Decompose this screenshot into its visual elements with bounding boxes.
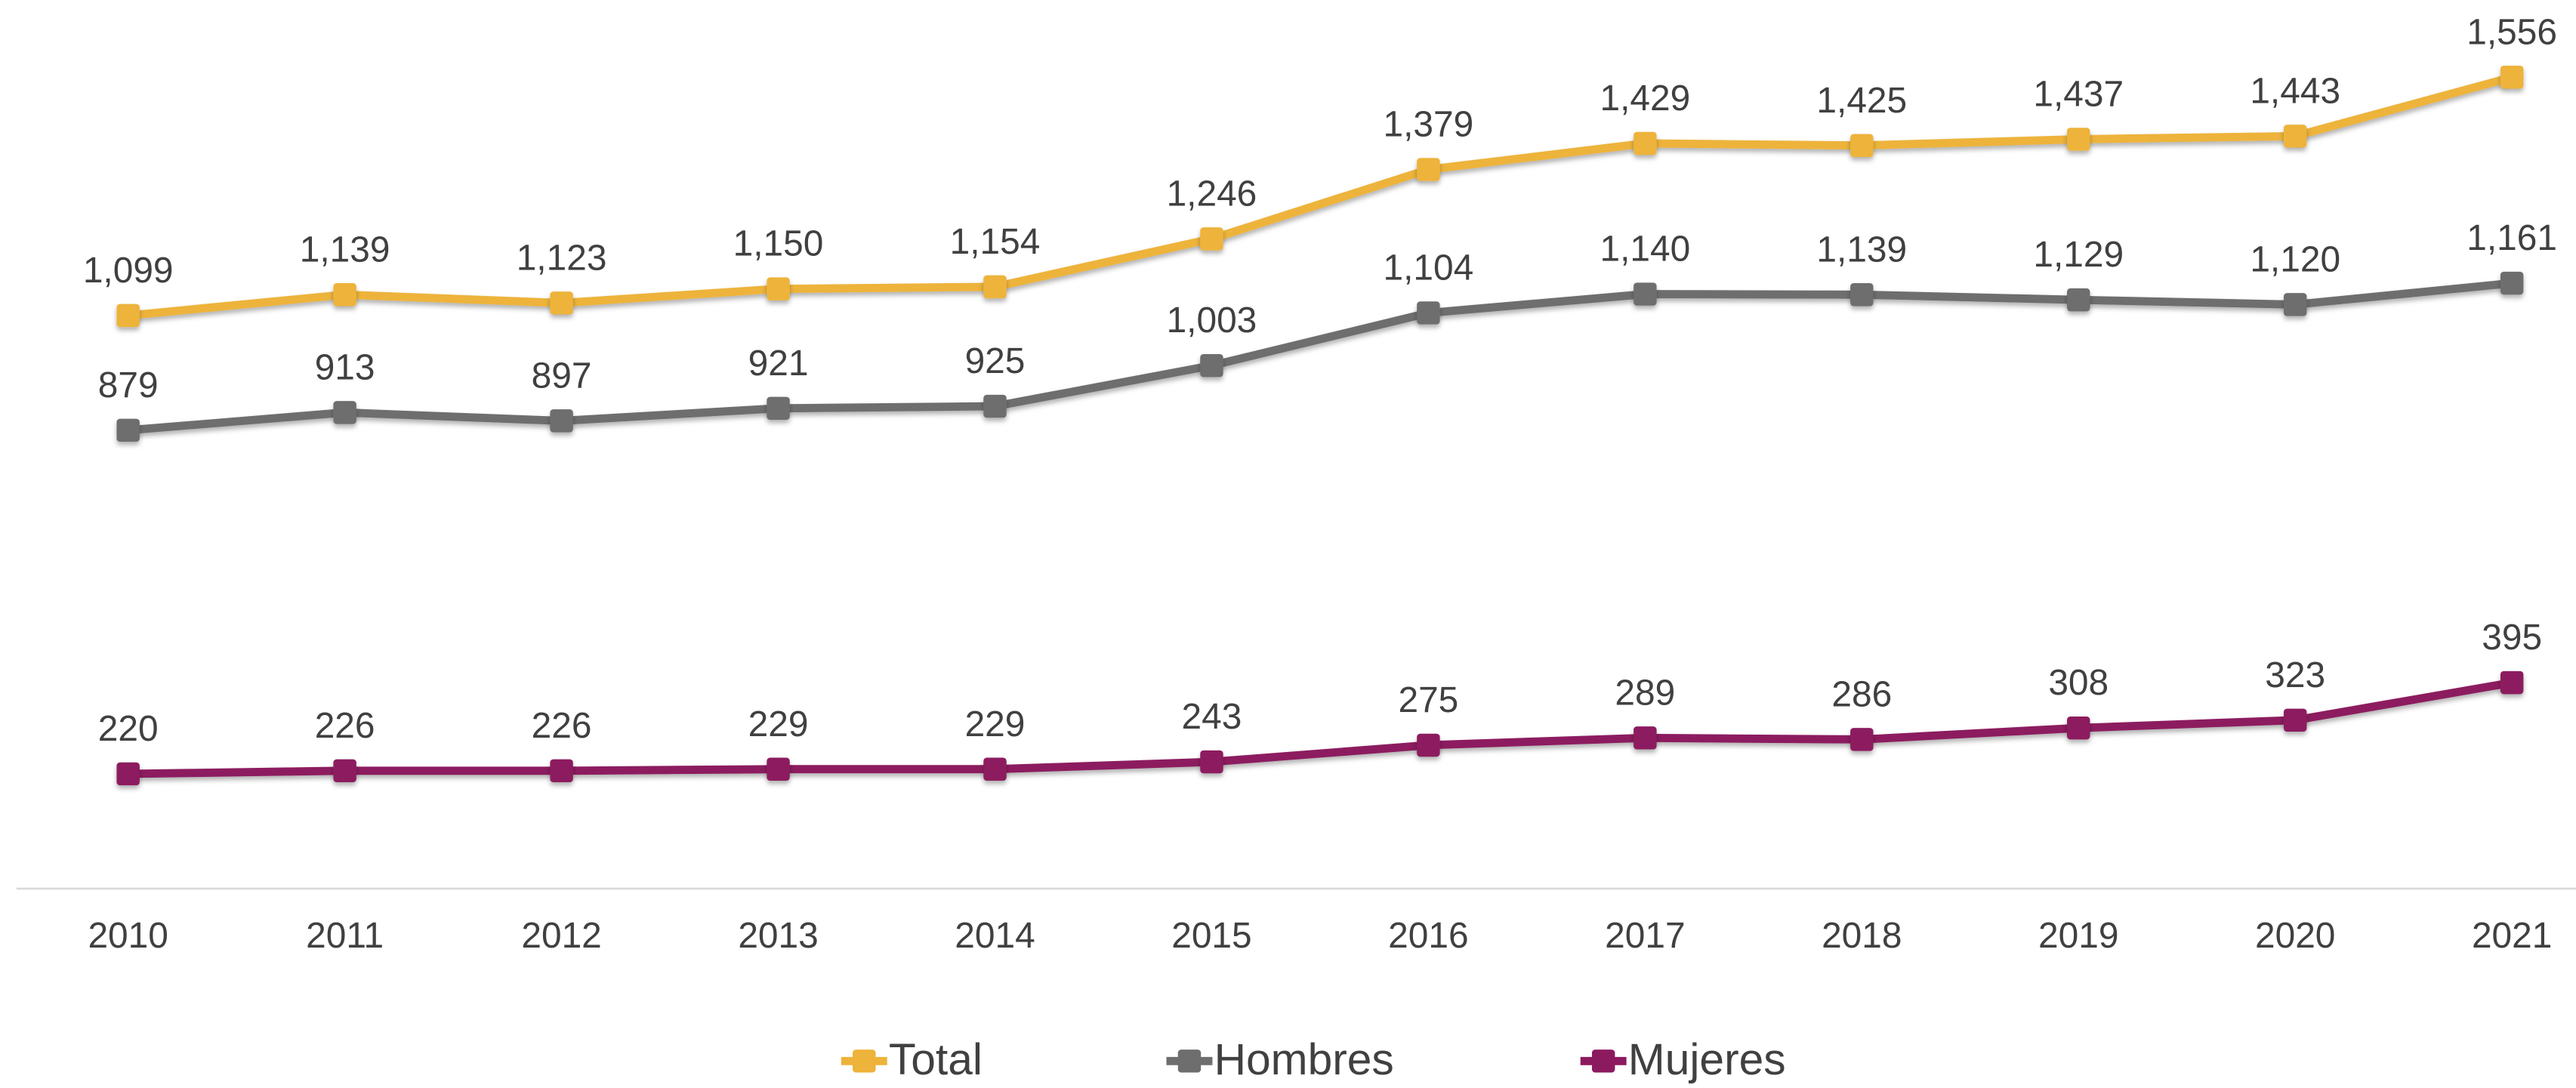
- data-label: 220: [98, 709, 159, 749]
- data-label: 1,246: [1167, 174, 1257, 214]
- point-marker: [767, 757, 790, 781]
- point-marker: [1850, 728, 1874, 751]
- point-marker: [1200, 353, 1223, 378]
- x-tick-label: 2012: [521, 916, 601, 956]
- data-label: 1,129: [2033, 235, 2124, 275]
- point-marker: [2067, 128, 2090, 151]
- point-marker: [1200, 227, 1223, 251]
- point-marker: [1634, 726, 1657, 750]
- data-label: 308: [2048, 663, 2109, 703]
- data-label: 1,150: [733, 224, 824, 264]
- legend-item: Total: [841, 1035, 983, 1084]
- data-label: 1,139: [300, 230, 390, 270]
- point-marker: [767, 396, 790, 421]
- data-label: 289: [1615, 673, 1675, 713]
- legend-item: Mujeres: [1580, 1035, 1786, 1084]
- data-label: 921: [748, 344, 809, 384]
- data-label: 1,429: [1600, 79, 1690, 119]
- point-marker: [983, 757, 1007, 781]
- data-label: 1,437: [2033, 75, 2124, 115]
- legend-label: Mujeres: [1628, 1035, 1786, 1084]
- point-marker: [2500, 271, 2524, 295]
- data-label: 226: [532, 706, 592, 746]
- point-marker: [1850, 134, 1874, 157]
- data-label: 226: [315, 706, 375, 746]
- point-marker: [1200, 750, 1223, 774]
- legend-item: Hombres: [1166, 1035, 1394, 1084]
- x-tick-label: 2016: [1388, 916, 1468, 956]
- data-label: 1,556: [2466, 12, 2557, 52]
- x-tick-label: 2019: [2038, 916, 2118, 956]
- x-tick-label: 2010: [88, 916, 168, 956]
- x-tick-label: 2011: [306, 916, 384, 956]
- point-marker: [550, 291, 573, 315]
- x-tick-label: 2017: [1605, 916, 1685, 956]
- point-marker: [2283, 708, 2307, 732]
- x-tick-label: 2013: [738, 916, 818, 956]
- point-marker: [1634, 282, 1657, 306]
- point-marker: [767, 277, 790, 301]
- data-label: 913: [315, 347, 375, 387]
- data-label: 1,139: [1816, 230, 1907, 270]
- point-marker: [116, 304, 140, 328]
- data-label: 323: [2265, 655, 2325, 695]
- data-label: 1,443: [2250, 71, 2340, 111]
- data-label: 1,123: [517, 238, 607, 278]
- data-label: 1,379: [1384, 105, 1474, 145]
- x-tick-label: 2020: [2255, 916, 2335, 956]
- series-line: [128, 678, 2513, 778]
- data-label: 1,161: [2466, 218, 2557, 258]
- point-marker: [2067, 288, 2090, 312]
- point-marker: [1634, 131, 1657, 156]
- data-label: 286: [1831, 674, 1892, 714]
- data-label: 1,425: [1816, 81, 1907, 121]
- data-label: 1,003: [1167, 301, 1257, 341]
- point-marker: [116, 418, 140, 442]
- point-marker: [116, 762, 140, 786]
- legend-marker: [853, 1049, 876, 1073]
- data-label: 1,154: [950, 222, 1041, 262]
- x-tick-label: 2021: [2472, 916, 2552, 956]
- point-marker: [2500, 670, 2524, 695]
- x-tick-label: 2018: [1822, 916, 1902, 956]
- data-label: 229: [748, 704, 809, 744]
- x-tick-label: 2015: [1171, 916, 1251, 956]
- data-label: 1,140: [1600, 230, 1690, 270]
- x-tick-label: 2014: [955, 916, 1035, 956]
- series-line: [128, 279, 2513, 435]
- legend-label: Total: [889, 1035, 983, 1084]
- data-label: 229: [965, 704, 1026, 744]
- data-label: 897: [532, 356, 592, 396]
- point-marker: [550, 409, 573, 433]
- point-marker: [333, 283, 356, 307]
- legend-label: Hombres: [1214, 1035, 1394, 1084]
- point-marker: [2500, 66, 2524, 89]
- point-marker: [2067, 716, 2090, 740]
- point-marker: [983, 394, 1007, 418]
- legend-marker: [1177, 1049, 1202, 1073]
- point-marker: [983, 275, 1007, 299]
- point-marker: [333, 401, 356, 424]
- legend-marker: [1591, 1049, 1615, 1073]
- data-label: 1,120: [2250, 239, 2340, 279]
- point-marker: [2283, 125, 2307, 148]
- point-marker: [1417, 158, 1440, 181]
- data-label: 879: [98, 365, 159, 405]
- point-marker: [2283, 293, 2307, 316]
- point-marker: [1417, 301, 1440, 325]
- data-label: 395: [2482, 618, 2542, 658]
- point-marker: [550, 759, 573, 783]
- data-label: 243: [1182, 697, 1242, 737]
- point-marker: [333, 759, 356, 783]
- series-line: [128, 73, 2513, 320]
- data-label: 925: [965, 341, 1026, 381]
- point-marker: [1850, 283, 1874, 307]
- point-marker: [1417, 733, 1440, 757]
- data-label: 1,104: [1384, 248, 1474, 288]
- data-label: 1,099: [83, 251, 174, 291]
- data-label: 275: [1398, 680, 1458, 720]
